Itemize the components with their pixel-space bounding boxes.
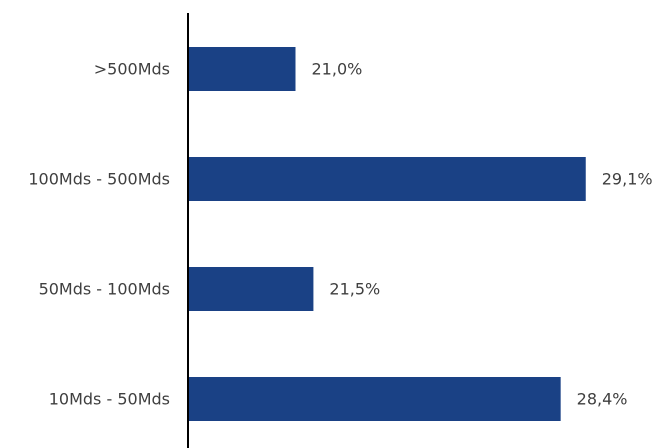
value-label: 29,1% <box>602 170 653 189</box>
value-label: 21,5% <box>329 280 380 299</box>
bar <box>188 47 296 91</box>
category-label: 50Mds - 100Mds <box>39 280 170 299</box>
category-label: 10Mds - 50Mds <box>49 390 170 409</box>
value-label: 28,4% <box>577 390 628 409</box>
bar <box>188 157 586 201</box>
category-label: >500Mds <box>94 60 170 79</box>
bar <box>188 267 314 311</box>
bars-group <box>188 47 586 421</box>
labels-group: >500Mds 21,0% 100Mds - 500Mds 29,1% 50Mds - … <box>28 60 652 409</box>
bar <box>188 377 561 421</box>
category-label: 100Mds - 500Mds <box>28 170 170 189</box>
value-label: 21,0% <box>312 60 363 79</box>
